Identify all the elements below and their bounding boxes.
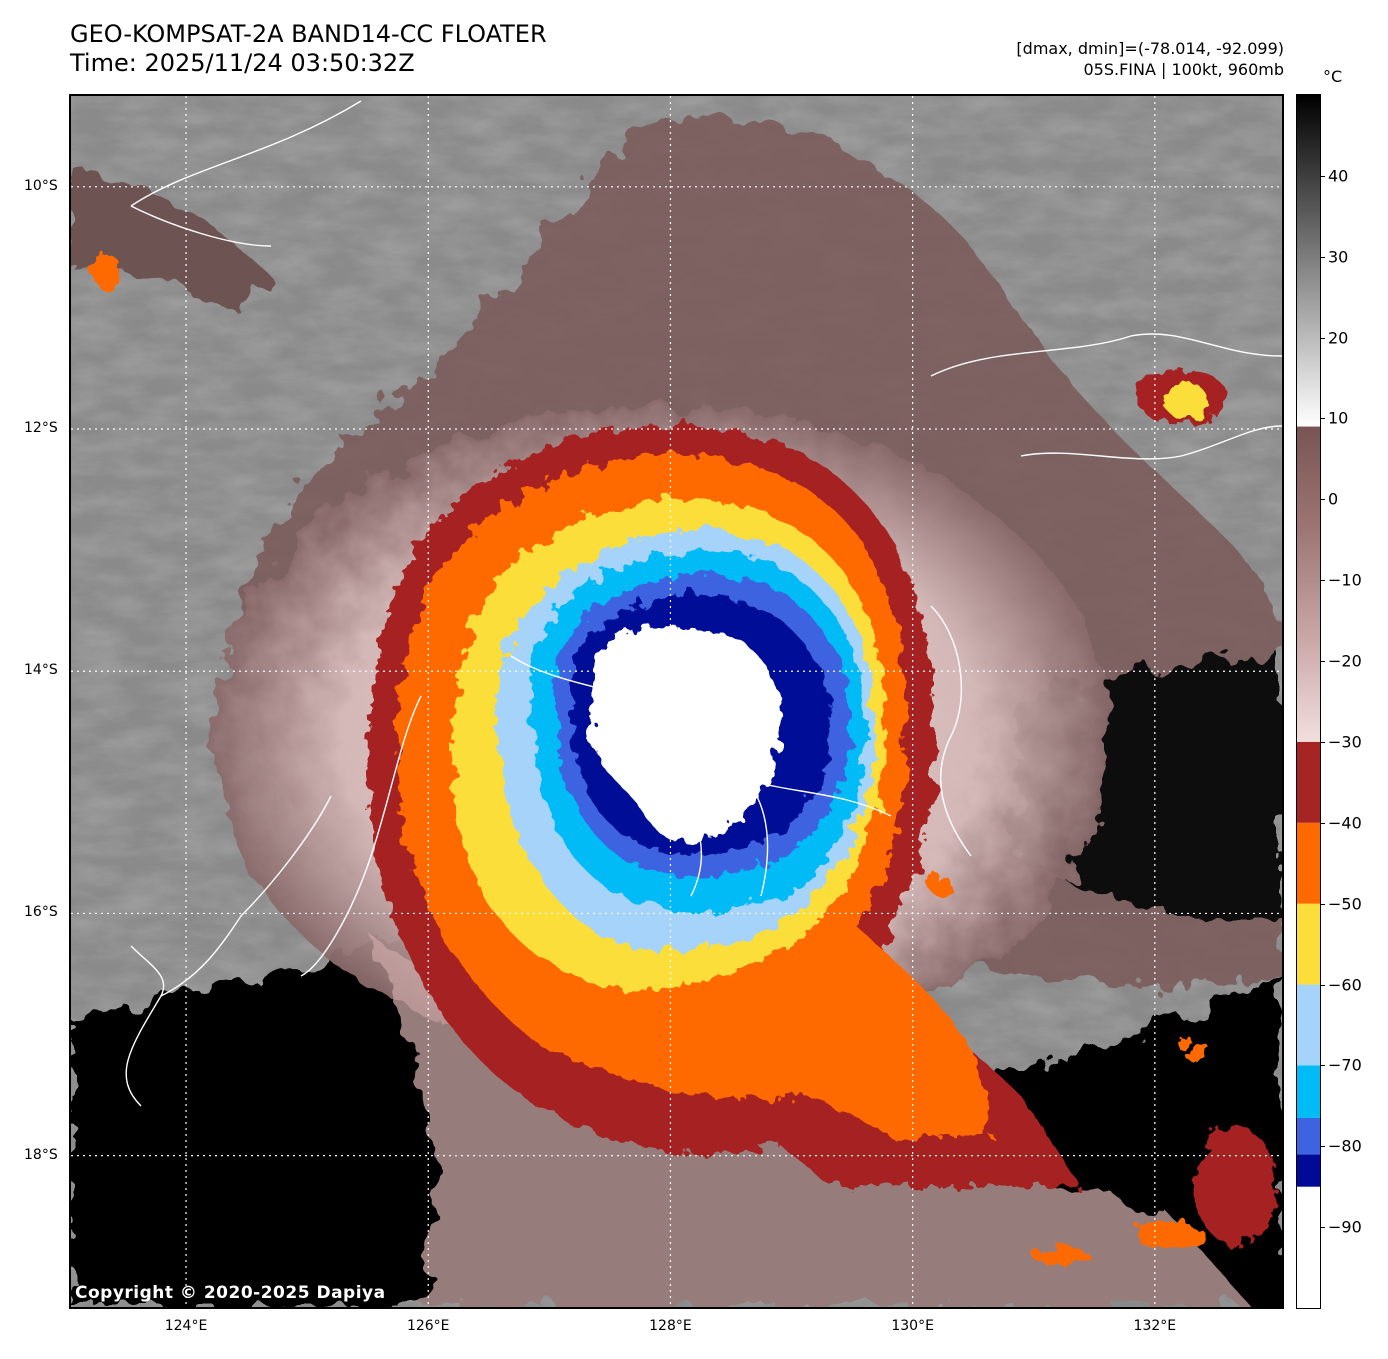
latitude-label: 14°S: [24, 662, 58, 679]
colorbar: [1296, 94, 1321, 1309]
colorbar-color-segment: [1297, 741, 1320, 823]
longitude-label: 130°E: [891, 1318, 934, 1334]
chart-title: GEO-KOMPSAT-2A BAND14-CC FLOATER Time: 2…: [70, 20, 547, 78]
title-line-2: Time: 2025/11/24 03:50:32Z: [70, 49, 415, 77]
colorbar-tick-mark: [1321, 1227, 1325, 1229]
colorbar-tick-label: −10: [1328, 570, 1362, 590]
colorbar-tick-label: −80: [1328, 1136, 1362, 1156]
satellite-image: Copyright © 2020-2025 Dapiya: [69, 94, 1284, 1309]
ir-imagery: [71, 96, 1282, 1307]
colorbar-tick-label: −50: [1328, 894, 1362, 914]
colorbar-gray-segment: [1297, 95, 1320, 427]
colorbar-color-segment: [1297, 1186, 1320, 1308]
colorbar-tick-label: 10: [1328, 408, 1349, 428]
colorbar-tick-label: 0: [1328, 489, 1339, 509]
storm-intensity-text: 05S.FINA | 100kt, 960mb: [1083, 60, 1284, 79]
colorbar-tick-label: 30: [1328, 247, 1349, 267]
colorbar-tick-mark: [1321, 903, 1325, 905]
graticule: [71, 96, 1282, 1307]
longitude-label: 128°E: [649, 1318, 692, 1334]
copyright-text: Copyright © 2020-2025 Dapiya: [75, 1283, 386, 1303]
colorbar-tick-label: −20: [1328, 651, 1362, 671]
colorbar-color-segment: [1297, 1117, 1320, 1155]
latitude-label: 10°S: [24, 177, 58, 194]
colorbar-tick-label: −60: [1328, 975, 1362, 995]
colorbar-tick-mark: [1321, 580, 1325, 582]
colorbar-color-segment: [1297, 984, 1320, 1066]
colorbar-tick-label: −90: [1328, 1217, 1362, 1237]
colorbar-tick-label: 20: [1328, 328, 1349, 348]
colorbar-tick-mark: [1321, 337, 1325, 339]
colorbar-tick-mark: [1321, 741, 1325, 743]
colorbar-tick-mark: [1321, 822, 1325, 824]
colorbar-gradient: [1297, 95, 1320, 1308]
storm-bands: [367, 424, 1081, 1186]
colorbar-tick-mark: [1321, 661, 1325, 663]
colorbar-tick-mark: [1321, 418, 1325, 420]
colorbar-tick-mark: [1321, 984, 1325, 986]
colorbar-color-segment: [1297, 822, 1320, 904]
scattered-convection: [92, 253, 1276, 1266]
title-line-1: GEO-KOMPSAT-2A BAND14-CC FLOATER: [70, 20, 547, 48]
colorbar-tick-mark: [1321, 256, 1325, 258]
longitude-label: 124°E: [164, 1318, 208, 1334]
colorbar-color-segment: [1297, 903, 1320, 985]
longitude-label: 132°E: [1133, 1318, 1177, 1334]
colorbar-color-segment: [1297, 1154, 1320, 1187]
latitude-label: 18°S: [24, 1146, 58, 1163]
band-white-cold: [590, 626, 782, 843]
colorbar-tick-label: −30: [1328, 732, 1362, 752]
colorbar-tick-label: 40: [1328, 166, 1349, 186]
colorbar-tick-mark: [1321, 1146, 1325, 1148]
colorbar-color-segment: [1297, 1065, 1320, 1118]
colorbar-tick-mark: [1321, 1065, 1325, 1067]
coastlines: [125, 100, 1282, 1107]
colorbar-warm-segment: [1297, 426, 1320, 742]
colorbar-tick-mark: [1321, 175, 1325, 177]
latitude-label: 12°S: [24, 420, 58, 437]
dmax-dmin-text: [dmax, dmin]=(-78.014, -92.099): [1016, 39, 1284, 58]
colorbar-unit: °C: [1323, 67, 1343, 86]
latitude-label: 16°S: [24, 904, 58, 921]
colorbar-tick-mark: [1321, 499, 1325, 501]
colorbar-tick-label: −70: [1328, 1055, 1362, 1075]
colorbar-tick-label: −40: [1328, 813, 1362, 833]
storm-info: [dmax, dmin]=(-78.014, -92.099) 05S.FINA…: [1016, 38, 1284, 80]
longitude-label: 126°E: [406, 1318, 450, 1334]
